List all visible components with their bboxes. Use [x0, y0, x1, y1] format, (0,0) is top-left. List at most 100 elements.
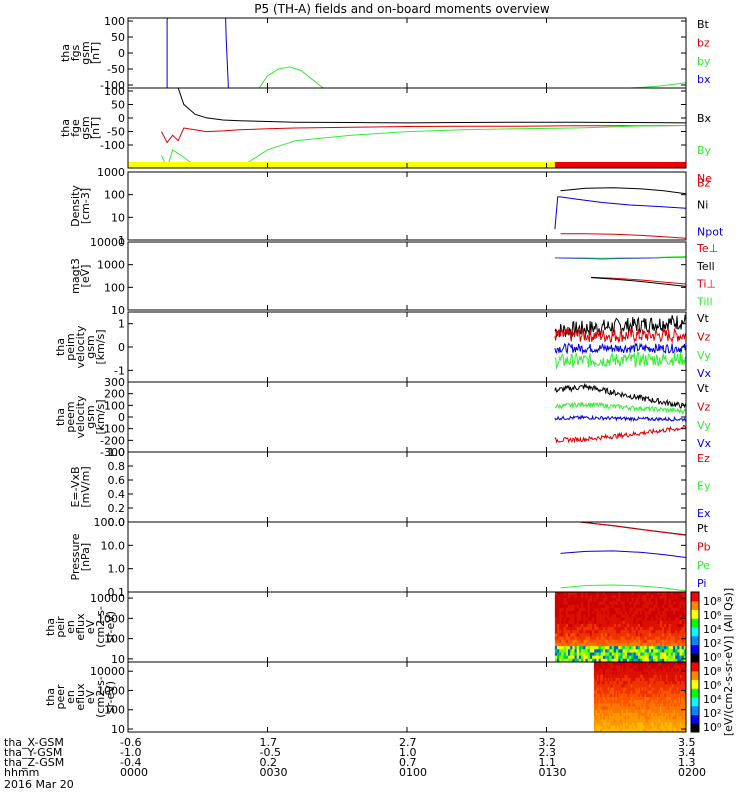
- spectrogram-cell: [682, 677, 686, 682]
- spectrogram-cell: [681, 655, 685, 660]
- spectrogram-cell: [633, 598, 637, 603]
- spectrogram-cell: [683, 604, 686, 609]
- spectrogram-cell: [611, 611, 615, 615]
- spectrogram-cell: [629, 671, 632, 676]
- spectrogram-cell: [683, 607, 686, 612]
- spectrogram-cell: [635, 623, 639, 628]
- spectrogram-cell: [576, 614, 580, 619]
- spectrogram-cell: [627, 662, 630, 666]
- spectrogram-cell: [670, 607, 674, 612]
- spectrogram-cell: [673, 684, 676, 689]
- spectrogram-cell: [585, 655, 589, 660]
- spectrogram-cell: [627, 716, 630, 720]
- spectrogram-cell: [563, 649, 567, 654]
- spectrogram-cell: [681, 671, 684, 676]
- spectrogram-cell: [679, 693, 682, 698]
- spectrogram-cell: [631, 642, 635, 647]
- spectrogram-cell: [679, 668, 682, 673]
- spectrogram-cell: [570, 639, 573, 644]
- spectrogram-cell: [613, 652, 617, 657]
- spectrogram-cell: [621, 712, 624, 717]
- spectrogram-cell: [682, 706, 686, 711]
- spectrogram-cell: [633, 623, 637, 628]
- spectrogram-cell: [574, 642, 578, 647]
- spectrogram-cell: [596, 712, 600, 717]
- spectrogram-cell: [659, 671, 663, 676]
- spectrogram-cell: [587, 604, 591, 609]
- spectrogram-cell: [632, 712, 635, 717]
- spectrogram-cell: [636, 706, 640, 711]
- spectrogram-cell: [600, 627, 604, 631]
- spectrogram-cell: [669, 728, 672, 732]
- spectrogram-cell: [598, 681, 601, 685]
- footer-value: 3.2: [539, 736, 557, 749]
- spectrogram-cell: [600, 662, 603, 666]
- spectrogram-cell: [675, 652, 678, 657]
- spectrogram-cell: [616, 611, 619, 615]
- spectrogram-cell: [578, 592, 582, 596]
- spectrogram-cell: [661, 649, 665, 654]
- footer-value: 3.5: [678, 736, 696, 749]
- spectrogram-cell: [647, 693, 650, 698]
- spectrogram-cell: [557, 658, 560, 662]
- spectrogram-cell: [559, 646, 563, 650]
- spectrogram-cell: [666, 712, 669, 717]
- spectrogram-cell: [684, 668, 686, 673]
- spectrogram-cell: [613, 646, 617, 650]
- spectrogram-cell: [620, 611, 624, 615]
- spectrogram-cell: [683, 620, 686, 625]
- spectrogram-cell: [655, 693, 658, 698]
- spectrogram-cell: [646, 633, 650, 638]
- spectrogram-cell: [667, 706, 670, 711]
- spectrogram-cell: [643, 662, 646, 666]
- spectrogram-cell: [655, 728, 658, 732]
- spectrogram-cell: [587, 611, 591, 615]
- spectrogram-cell: [638, 725, 641, 730]
- colorbar-label: 10²: [703, 707, 721, 720]
- spectrogram-cell: [583, 658, 587, 662]
- spectrogram-cell: [626, 649, 630, 654]
- spectrogram-cell: [581, 611, 584, 615]
- spectrogram-cell: [644, 700, 647, 704]
- spectrogram-cell: [601, 687, 604, 692]
- spectrogram-cell: [666, 700, 669, 704]
- spectrogram-cell: [649, 703, 652, 708]
- spectrogram-cell: [618, 671, 621, 676]
- spectrogram-cell: [668, 620, 672, 625]
- spectrogram-cell: [631, 633, 635, 638]
- spectrogram-cell: [641, 709, 644, 714]
- spectrogram-cell: [646, 668, 649, 673]
- spectrogram-cell: [661, 652, 665, 657]
- spectrogram-cell: [667, 716, 670, 720]
- spectrogram-cell: [670, 614, 674, 619]
- spectrogram-cell: [653, 607, 657, 612]
- spectrogram-cell: [557, 623, 560, 628]
- spectrogram-cell: [604, 690, 607, 695]
- spectrogram-cell: [606, 671, 609, 676]
- spectrogram-cell: [593, 677, 597, 682]
- spectrogram-cell: [653, 719, 656, 724]
- spectrogram-cell: [561, 592, 565, 596]
- spectrogram-cell: [644, 665, 647, 669]
- spectrogram-cell: [612, 662, 615, 666]
- spectrogram-cell: [554, 595, 558, 599]
- spectrogram-cell: [583, 636, 587, 641]
- spectrogram-cell: [636, 681, 640, 685]
- spectrogram-cell: [682, 712, 686, 717]
- spectrogram-cell: [613, 639, 617, 644]
- y-axis-label-line: (cm2-s-: [94, 606, 107, 648]
- spectrogram-cell: [557, 620, 560, 625]
- spectrogram-cell: [676, 693, 679, 698]
- spectrogram-cell: [642, 595, 646, 599]
- spectrogram-cell: [604, 725, 607, 730]
- spectrogram-cell: [684, 677, 686, 682]
- spectrogram-cell: [620, 700, 623, 704]
- spectrogram-cell: [647, 709, 650, 714]
- spectrogram-cell: [664, 627, 667, 631]
- spectrogram-cell: [574, 652, 578, 657]
- spectrogram-cell: [672, 598, 676, 603]
- spectrogram-cell: [605, 620, 608, 625]
- spectrogram-cell: [572, 636, 576, 641]
- spectrogram-cell: [587, 601, 591, 606]
